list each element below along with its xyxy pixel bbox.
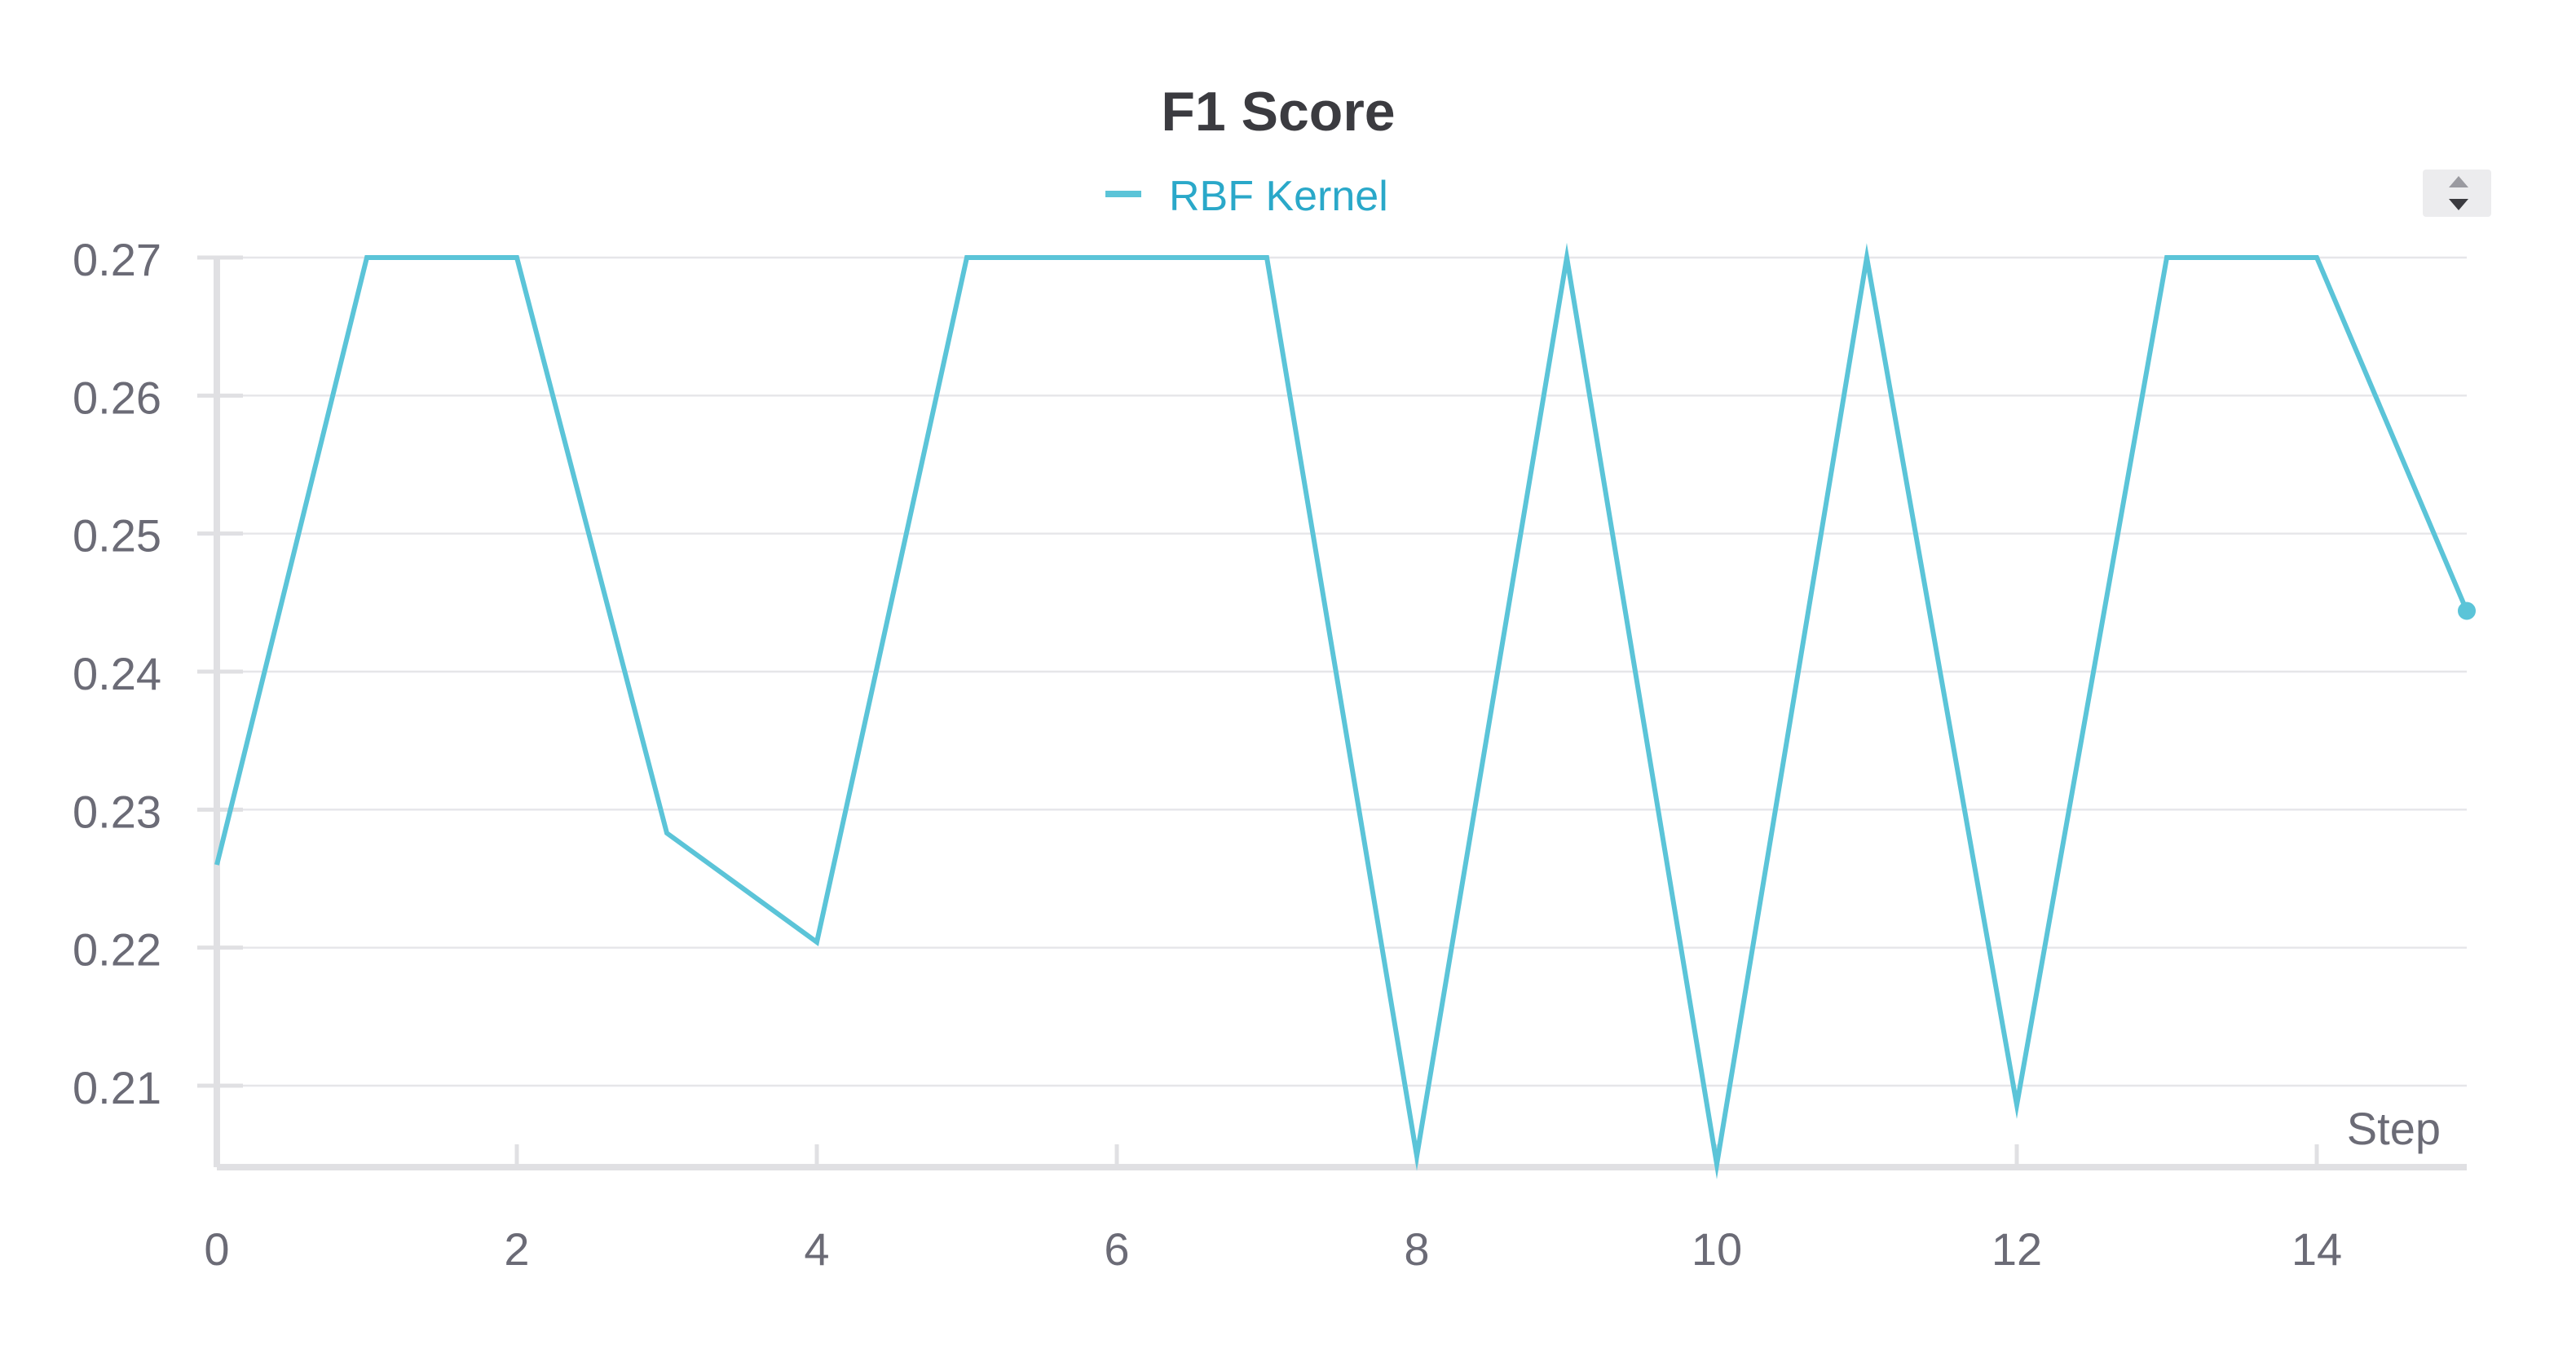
grid: [217, 256, 2467, 1087]
tick-labels: 0.21 0.22 0.23 0.24 0.25 0.26 0.27 0 2 4 6 8 10 12 14: [73, 234, 2342, 1275]
y-tick-label: 0.22: [73, 924, 161, 976]
x-tick-label: 6: [1104, 1223, 1129, 1275]
axes: [197, 255, 2467, 1170]
x-tick-label: 12: [1992, 1223, 2042, 1275]
x-tick-label: 0: [204, 1223, 229, 1275]
legend-label: RBF Kernel: [1169, 173, 1388, 220]
x-tick-label: 10: [1692, 1223, 1742, 1275]
x-axis-label: Step: [2347, 1103, 2441, 1154]
legend[interactable]: RBF Kernel: [1105, 173, 1388, 220]
sort-toggle-button[interactable]: [2423, 170, 2491, 217]
sort-up-icon: [2449, 176, 2468, 187]
y-tick-label: 0.26: [73, 372, 161, 423]
x-tick-label: 2: [504, 1223, 529, 1275]
sort-toggle-bg: [2423, 170, 2491, 217]
y-tick-label: 0.23: [73, 786, 161, 837]
x-tick-label: 4: [804, 1223, 829, 1275]
series: [214, 242, 2476, 1179]
series-line[interactable]: [214, 242, 2469, 1179]
x-tick-label: 8: [1404, 1223, 1429, 1275]
y-tick-label: 0.21: [73, 1062, 161, 1113]
sort-down-icon: [2449, 199, 2468, 210]
y-tick-label: 0.27: [73, 234, 161, 285]
x-tick-label: 14: [2291, 1223, 2342, 1275]
series-end-point[interactable]: [2458, 602, 2476, 620]
y-tick-label: 0.24: [73, 648, 161, 699]
chart-title: F1 Score: [1161, 81, 1395, 143]
y-tick-label: 0.25: [73, 510, 161, 562]
